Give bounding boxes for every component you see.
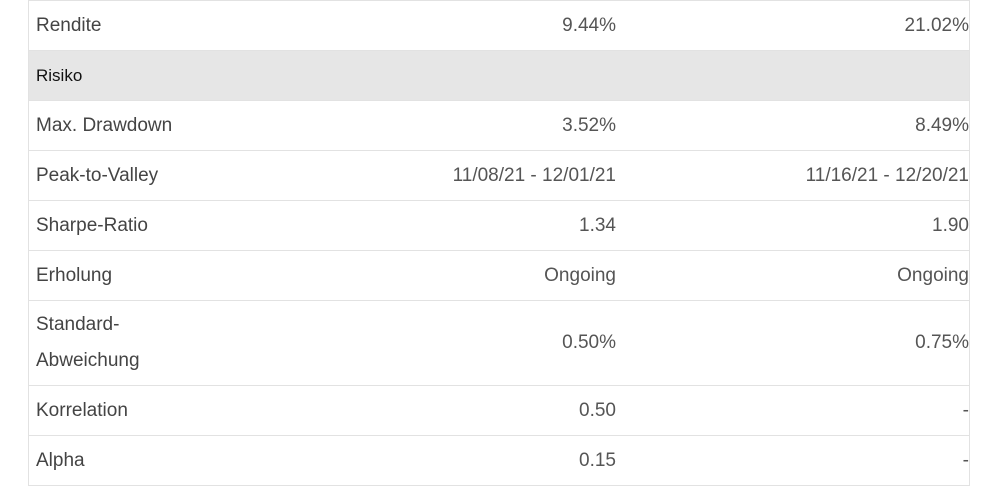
section-row: Risiko bbox=[29, 51, 969, 101]
stats-table: Rendite 9.44% 21.02% Risiko Max. Drawdown 3.5… bbox=[28, 0, 970, 486]
table-row: Sharpe-Ratio 1.34 1.90 bbox=[29, 201, 969, 251]
value-cell: 0.50% bbox=[562, 332, 616, 353]
table-row: Max. Drawdown 3.52% 8.49% bbox=[29, 101, 969, 151]
value-cell: 9.44% bbox=[562, 14, 616, 36]
row-label: Standard-Abweichung bbox=[36, 314, 140, 371]
table-row: Standard-Abweichung 0.50% 0.75% bbox=[29, 301, 969, 386]
value-cell: Ongoing bbox=[897, 264, 969, 286]
value-cell: 11/08/21 - 12/01/21 bbox=[452, 164, 616, 186]
row-label: Sharpe-Ratio bbox=[36, 214, 148, 236]
value-cell: 0.50 bbox=[579, 399, 616, 421]
table-row: Erholung Ongoing Ongoing bbox=[29, 251, 969, 301]
value-cell: 1.90 bbox=[932, 214, 969, 236]
value-cell: 0.15 bbox=[579, 449, 616, 471]
value-cell: 11/16/21 - 12/20/21 bbox=[805, 164, 969, 186]
table-row: Alpha 0.15 - bbox=[29, 436, 969, 486]
value-cell: 0.75% bbox=[915, 332, 969, 353]
value-cell: - bbox=[962, 399, 969, 421]
value-cell: 21.02% bbox=[904, 14, 969, 36]
table-row: Rendite 9.44% 21.02% bbox=[29, 1, 969, 51]
row-label: Alpha bbox=[36, 449, 85, 471]
value-cell: - bbox=[962, 449, 969, 471]
row-label: Korrelation bbox=[36, 399, 128, 421]
section-title: Risiko bbox=[36, 65, 83, 85]
row-label: Erholung bbox=[36, 264, 113, 286]
value-cell: 3.52% bbox=[562, 114, 616, 136]
row-label: Max. Drawdown bbox=[36, 114, 173, 136]
table-row: Korrelation 0.50 - bbox=[29, 386, 969, 436]
value-cell: Ongoing bbox=[544, 264, 616, 286]
row-label: Peak-to-Valley bbox=[36, 164, 159, 186]
table-row: Peak-to-Valley 11/08/21 - 12/01/21 11/16/2… bbox=[29, 151, 969, 201]
value-cell: 8.49% bbox=[915, 114, 969, 136]
row-label: Rendite bbox=[36, 14, 102, 36]
value-cell: 1.34 bbox=[579, 214, 616, 236]
